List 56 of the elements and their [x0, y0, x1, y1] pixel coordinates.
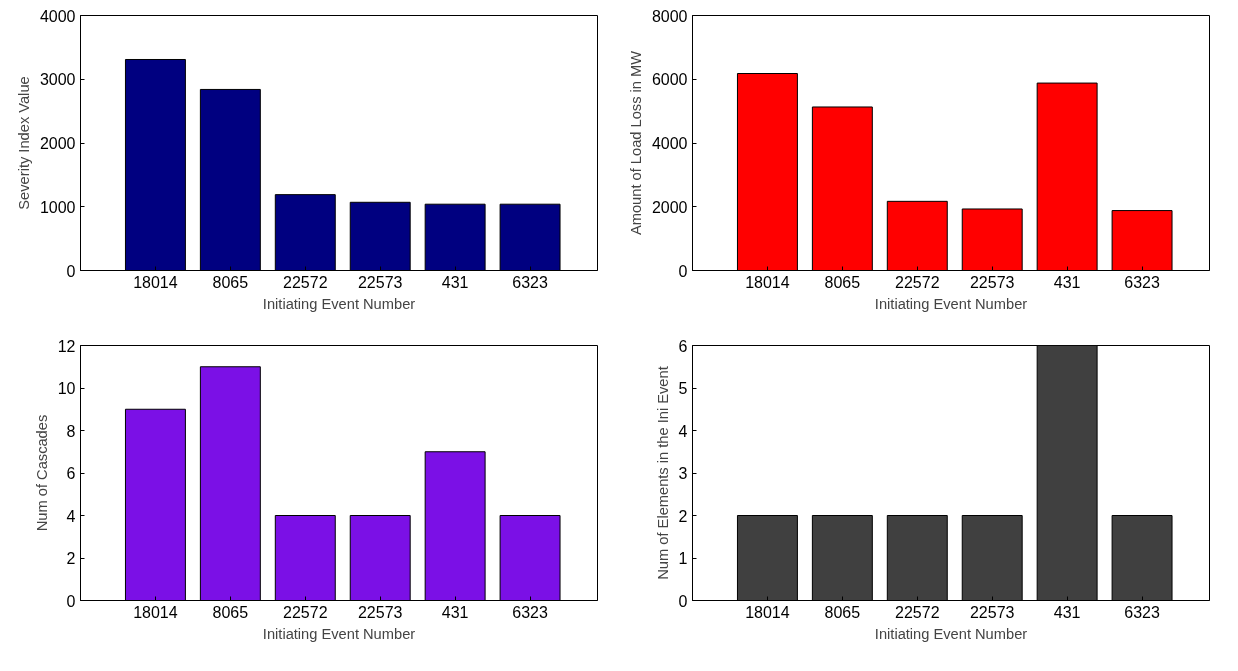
y-tick-label: 2000	[651, 198, 688, 216]
x-tick-label: 22572	[895, 603, 940, 621]
x-axis-title: Initiating Event Number	[874, 625, 1028, 642]
y-tick-label: 3	[678, 465, 688, 482]
x-tick-label: 22573	[357, 273, 403, 291]
y-tick-label: 2	[66, 550, 76, 567]
x-axis-title: Initiating Event Number	[262, 625, 416, 642]
x-tick-label: 22572	[283, 603, 328, 621]
x-tick-label: 431	[441, 273, 469, 291]
y-tick-label: 6	[678, 337, 688, 355]
x-tick-label: 6323	[512, 273, 548, 291]
x-tick-label: 22572	[283, 273, 328, 291]
y-tick-label: 4	[66, 507, 76, 525]
x-tick-label: 22573	[357, 603, 403, 621]
y-axis-title: Amount of Load Loss in MW	[627, 50, 644, 236]
x-tick-label: 6323	[1124, 603, 1160, 621]
y-tick-label: 8	[66, 422, 76, 440]
y-tick-label: 1000	[39, 198, 76, 216]
x-tick-label: 431	[1053, 273, 1081, 291]
x-tick-label: 8065	[212, 603, 249, 621]
x-tick-label: 431	[441, 603, 469, 621]
x-tick-label: 431	[1053, 603, 1081, 621]
x-tick-label: 6323	[512, 603, 548, 621]
y-tick-label: 5	[678, 380, 688, 397]
y-tick-label: 4000	[651, 135, 688, 152]
y-tick-label: 0	[678, 262, 688, 280]
y-tick-label: 10	[57, 380, 76, 397]
x-tick-label: 6323	[1124, 273, 1160, 291]
x-tick-label: 8065	[212, 273, 249, 291]
y-tick-label: 1	[678, 550, 688, 567]
y-tick-label: 0	[66, 592, 76, 610]
y-tick-label: 4	[678, 422, 688, 440]
y-tick-label: 12	[57, 337, 76, 355]
y-tick-label: 4000	[39, 7, 76, 25]
y-tick-label: 6	[66, 465, 76, 482]
y-axis-title: Num of Elements in the Ini Event	[654, 366, 671, 580]
x-tick-label: 18014	[745, 603, 790, 621]
x-tick-label: 18014	[133, 273, 178, 291]
y-tick-label: 3000	[39, 71, 76, 89]
y-axis-title: Num of Cascades	[33, 414, 50, 532]
x-tick-label: 8065	[824, 603, 861, 621]
y-tick-label: 0	[678, 592, 688, 610]
x-tick-label: 18014	[133, 603, 178, 621]
x-tick-label: 22573	[969, 273, 1015, 291]
y-tick-label: 0	[66, 262, 76, 280]
x-axis-title: Initiating Event Number	[874, 295, 1028, 312]
y-axis-title: Severity Index Value	[15, 76, 32, 210]
x-tick-label: 8065	[824, 273, 861, 291]
x-tick-label: 18014	[745, 273, 790, 291]
x-tick-label: 22572	[895, 273, 940, 291]
y-tick-label: 2	[678, 507, 688, 525]
y-tick-label: 2000	[39, 135, 76, 152]
y-tick-label: 6000	[651, 71, 688, 89]
x-axis-title: Initiating Event Number	[262, 295, 416, 312]
x-tick-label: 22573	[969, 603, 1015, 621]
y-tick-label: 8000	[651, 7, 688, 25]
